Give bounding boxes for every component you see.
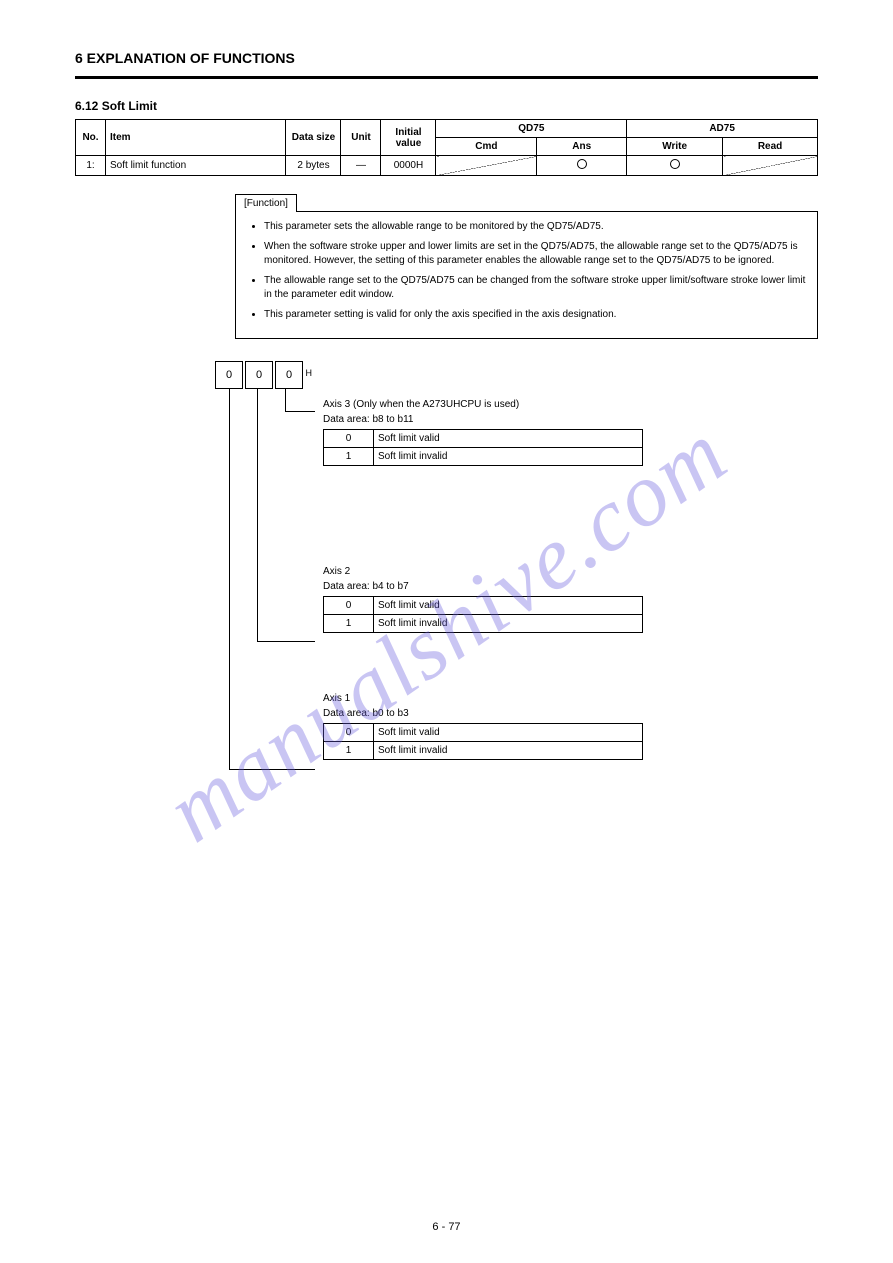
func-item: The allowable range set to the QD75/AD75… <box>264 274 807 302</box>
function-header: [Function] <box>235 194 297 212</box>
table-row: 1: Soft limit function 2 bytes — 0000H <box>76 156 818 176</box>
page-title: 6 EXPLANATION OF FUNCTIONS <box>75 50 818 66</box>
cell-circle-2 <box>627 156 723 176</box>
circle-icon <box>577 159 587 169</box>
hex-sub: H <box>306 360 313 386</box>
th-datasize: Data size <box>286 120 341 156</box>
th-read: Read <box>723 138 818 156</box>
func-item: This parameter sets the allowable range … <box>264 220 807 234</box>
cell-init: 0000H <box>381 156 436 176</box>
th-item: Item <box>106 120 286 156</box>
cell-diag-2 <box>723 156 818 176</box>
th-write: Write <box>627 138 723 156</box>
hex-val: 0 <box>286 369 292 381</box>
cell-no: 1: <box>76 156 106 176</box>
func-item: This parameter setting is valid for only… <box>264 308 807 322</box>
th-cmd1: Cmd <box>436 138 537 156</box>
section-heading: 6.12 Soft Limit <box>75 99 818 113</box>
cell-unit: — <box>341 156 381 176</box>
hex-box-2: 0 <box>245 361 273 389</box>
tree-lines <box>223 389 818 829</box>
page-footer: 6 - 77 <box>0 1221 893 1233</box>
cell-item: Soft limit function <box>106 156 286 176</box>
th-no: No. <box>76 120 106 156</box>
title-rule <box>75 76 818 79</box>
th-qd75: QD75 <box>436 120 627 138</box>
function-box: This parameter sets the allowable range … <box>235 211 818 339</box>
th-ad75: AD75 <box>627 120 818 138</box>
hex-boxes: 0 0 0 H <box>215 361 818 389</box>
th-init: Initial value <box>381 120 436 156</box>
circle-icon <box>670 159 680 169</box>
func-item: When the software stroke upper and lower… <box>264 240 807 268</box>
hex-box-1: 0 <box>215 361 243 389</box>
cell-size: 2 bytes <box>286 156 341 176</box>
hex-box-3: 0 H <box>275 361 303 389</box>
cell-diag-1 <box>436 156 537 176</box>
th-ans1: Ans <box>537 138 627 156</box>
cell-circle-1 <box>537 156 627 176</box>
th-unit: Unit <box>341 120 381 156</box>
main-spec-table: No. Item Data size Unit Initial value QD… <box>75 119 818 176</box>
